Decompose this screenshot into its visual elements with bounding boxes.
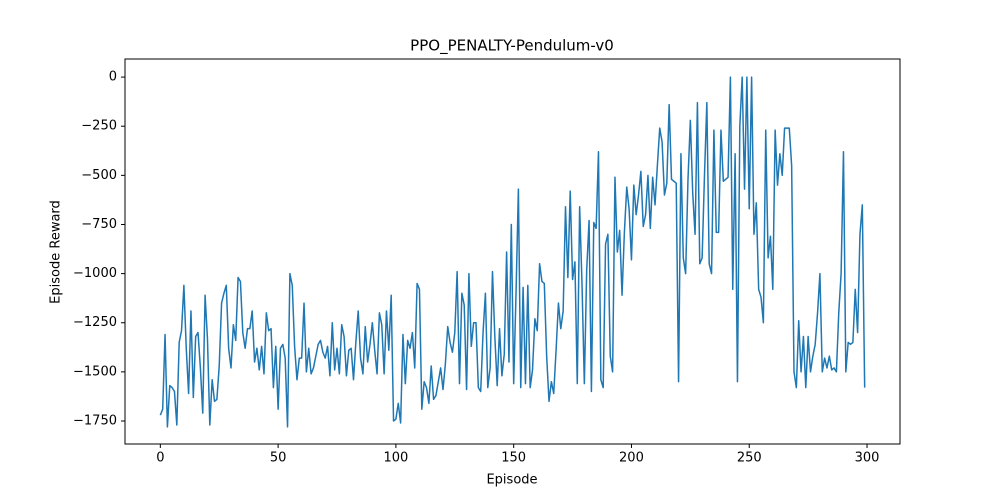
x-tick-label: 200 (619, 451, 644, 466)
y-tick-label: −1250 (73, 315, 117, 330)
y-tick-label: 0 (109, 70, 117, 85)
data-line (159, 76, 866, 428)
x-tick-label: 50 (270, 451, 287, 466)
plot-frame (124, 58, 901, 445)
y-axis-label: Episode Reward (49, 200, 64, 304)
y-tick-label: −1000 (73, 266, 117, 281)
x-tick-label: 100 (383, 451, 408, 466)
x-tick-label: 250 (737, 451, 762, 466)
x-tick-label: 300 (855, 451, 880, 466)
y-tick-label: −500 (81, 168, 117, 183)
y-tick-label: −750 (81, 217, 117, 232)
y-tick-label: −1500 (73, 364, 117, 379)
y-tick-label: −250 (81, 119, 117, 134)
x-tick-label: 150 (501, 451, 526, 466)
x-tick-label: 0 (156, 451, 164, 466)
chart-title: PPO_PENALTY-Pendulum-v0 (410, 37, 614, 56)
y-tick-label: −1750 (73, 414, 117, 429)
x-axis-label: Episode (486, 473, 537, 488)
